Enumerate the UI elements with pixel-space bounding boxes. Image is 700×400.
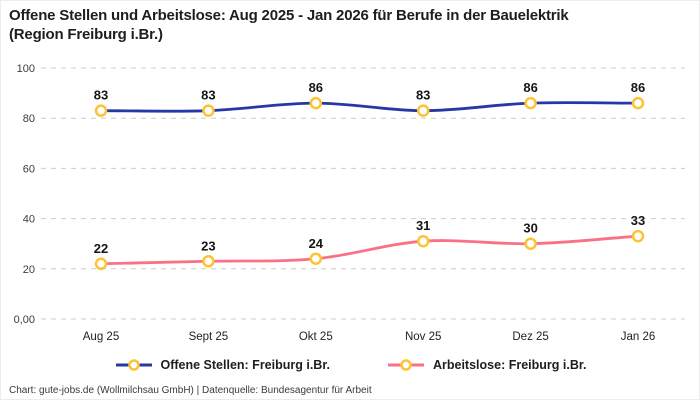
- chart-title: Offene Stellen und Arbeitslose: Aug 2025…: [9, 6, 691, 44]
- chart-title-line1: Offene Stellen und Arbeitslose: Aug 2025…: [9, 7, 569, 24]
- legend-label: Arbeitslose: Freiburg i.Br.: [432, 358, 587, 372]
- data-point-marker[interactable]: [202, 104, 215, 117]
- y-tick-label: 20: [23, 264, 35, 276]
- line-chart-plot: 100 80 60 40 20 0,00 Aug 25 Sept 25 Okt 25 Nov 25…: [14, 63, 685, 343]
- data-point-marker[interactable]: [631, 96, 645, 110]
- data-point-label: 33: [631, 213, 645, 228]
- data-point-marker[interactable]: [309, 252, 323, 266]
- y-tick-label: 0,00: [14, 314, 35, 326]
- chart-title-line2: (Region Freiburg i.Br.): [9, 26, 163, 43]
- data-point-label: 86: [523, 80, 537, 95]
- legend-item-0[interactable]: Offene Stellen: Freiburg i.Br.: [114, 358, 330, 372]
- y-tick-label: 40: [23, 214, 35, 226]
- x-axis-label: Nov 25: [405, 331, 441, 343]
- data-point-label: 23: [201, 238, 215, 253]
- y-tick-label: 80: [23, 113, 35, 125]
- x-axis-label: Aug 25: [83, 331, 119, 343]
- chart-footer: Chart: gute-jobs.de (Wollmilchsau GmbH) …: [9, 385, 372, 396]
- data-point-marker[interactable]: [94, 257, 108, 271]
- x-axis-label: Jan 26: [621, 331, 656, 343]
- series-line-0: [100, 101, 639, 113]
- legend-swatch-icon: [115, 359, 152, 371]
- chart-legend: Offene Stellen: Freiburg i.Br. Arbeitslos…: [1, 358, 699, 372]
- data-point-label: 83: [201, 88, 215, 103]
- data-point-marker[interactable]: [524, 96, 537, 110]
- data-point-marker[interactable]: [309, 96, 323, 110]
- data-point-label: 24: [309, 236, 324, 251]
- legend-item-1[interactable]: Arbeitslose: Freiburg i.Br.: [386, 358, 587, 372]
- data-point-marker[interactable]: [416, 234, 430, 248]
- y-tick-label: 60: [23, 163, 35, 175]
- x-axis-label: Okt 25: [299, 331, 333, 343]
- data-point-marker[interactable]: [94, 104, 108, 117]
- data-point-label: 83: [94, 88, 108, 103]
- data-point-marker[interactable]: [416, 104, 430, 117]
- data-point-marker[interactable]: [631, 229, 645, 243]
- data-point-marker[interactable]: [524, 237, 537, 250]
- data-point-label: 31: [416, 218, 430, 233]
- data-point-label: 86: [309, 80, 323, 95]
- data-point-label: 83: [416, 88, 430, 103]
- data-point-label: 86: [631, 80, 645, 95]
- y-tick-label: 100: [17, 63, 35, 75]
- data-point-marker[interactable]: [202, 255, 215, 268]
- x-axis-label: Dez 25: [512, 331, 548, 343]
- legend-label: Offene Stellen: Freiburg i.Br.: [160, 358, 330, 372]
- data-point-label: 30: [523, 221, 537, 236]
- legend-swatch-icon: [387, 359, 424, 371]
- data-point-label: 22: [94, 241, 108, 256]
- x-axis-label: Sept 25: [189, 331, 229, 343]
- series-line-1: [100, 234, 639, 266]
